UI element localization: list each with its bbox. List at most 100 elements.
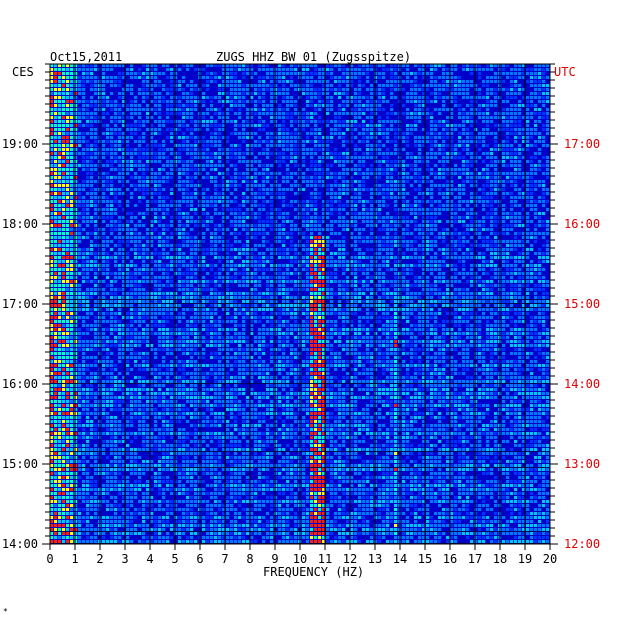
spectrogram-cell xyxy=(386,196,390,199)
spectrogram-cell xyxy=(434,100,438,103)
spectrogram-cell xyxy=(390,152,394,155)
spectrogram-cell xyxy=(458,236,462,239)
spectrogram-cell xyxy=(430,248,434,251)
spectrogram-cell xyxy=(74,160,78,163)
spectrogram-cell xyxy=(142,256,146,259)
spectrogram-cell xyxy=(378,120,382,123)
spectrogram-cell xyxy=(66,64,70,67)
spectrogram-cell xyxy=(82,112,86,115)
spectrogram-cell xyxy=(202,112,206,115)
spectrogram-cell xyxy=(514,136,518,139)
spectrogram-cell xyxy=(546,244,550,247)
spectrogram-cell xyxy=(462,116,466,119)
spectrogram-cell xyxy=(310,120,314,123)
spectrogram-cell xyxy=(210,116,214,119)
spectrogram-cell xyxy=(222,268,226,271)
spectrogram-cell xyxy=(174,260,178,263)
spectrogram-cell xyxy=(278,272,282,275)
spectrogram-cell xyxy=(370,64,374,67)
spectrogram-cell xyxy=(546,164,550,167)
spectrogram-cell xyxy=(414,200,418,203)
spectrogram-cell xyxy=(438,136,442,139)
spectrogram-cell xyxy=(202,208,206,211)
spectrogram-cell xyxy=(74,180,78,183)
spectrogram-cell xyxy=(134,96,138,99)
spectrogram-cell xyxy=(350,204,354,207)
spectrogram-cell xyxy=(326,256,330,259)
spectrogram-cell xyxy=(254,236,258,239)
spectrogram-cell xyxy=(542,124,546,127)
spectrogram-cell xyxy=(486,180,490,183)
spectrogram-cell xyxy=(518,176,522,179)
spectrogram-cell xyxy=(518,108,522,111)
spectrogram-cell xyxy=(406,96,410,99)
spectrogram-cell xyxy=(310,252,314,255)
spectrogram-cell xyxy=(262,76,266,79)
spectrogram-cell xyxy=(170,80,174,83)
spectrogram-cell xyxy=(254,260,258,263)
spectrogram-cell xyxy=(178,220,182,223)
spectrogram-cell xyxy=(214,80,218,83)
spectrogram-cell xyxy=(402,112,406,115)
spectrogram-cell xyxy=(242,176,246,179)
spectrogram-cell xyxy=(386,136,390,139)
spectrogram-cell xyxy=(262,236,266,239)
spectrogram-cell xyxy=(150,224,154,227)
spectrogram-cell xyxy=(390,244,394,247)
spectrogram-cell xyxy=(114,124,118,127)
spectrogram-cell xyxy=(254,248,258,251)
spectrogram-cell xyxy=(306,264,310,267)
spectrogram-cell xyxy=(174,248,178,251)
spectrogram-cell xyxy=(370,156,374,159)
spectrogram-cell xyxy=(250,272,254,275)
spectrogram-cell xyxy=(462,264,466,267)
spectrogram-cell xyxy=(270,228,274,231)
spectrogram-cell xyxy=(286,136,290,139)
spectrogram-cell xyxy=(202,188,206,191)
spectrogram-cell xyxy=(538,116,542,119)
spectrogram-cell xyxy=(82,64,86,67)
spectrogram-cell xyxy=(450,232,454,235)
spectrogram-cell xyxy=(274,180,278,183)
spectrogram-cell xyxy=(134,140,138,143)
spectrogram-cell xyxy=(438,168,442,171)
spectrogram-cell xyxy=(90,84,94,87)
spectrogram-cell xyxy=(262,176,266,179)
spectrogram-cell xyxy=(246,160,250,163)
spectrogram-cell xyxy=(226,168,230,171)
spectrogram-cell xyxy=(50,260,54,263)
spectrogram-cell xyxy=(218,100,222,103)
spectrogram-cell xyxy=(50,184,54,187)
spectrogram-cell xyxy=(262,184,266,187)
spectrogram-cell xyxy=(310,248,314,251)
spectrogram-cell xyxy=(386,148,390,151)
spectrogram-cell xyxy=(274,268,278,271)
spectrogram-cell xyxy=(274,236,278,239)
spectrogram-cell xyxy=(218,240,222,243)
spectrogram-cell xyxy=(310,156,314,159)
spectrogram-cell xyxy=(118,108,122,111)
spectrogram-cell xyxy=(282,132,286,135)
spectrogram-cell xyxy=(154,160,158,163)
spectrogram-cell xyxy=(246,252,250,255)
spectrogram-cell xyxy=(126,220,130,223)
spectrogram-cell xyxy=(310,116,314,119)
spectrogram-cell xyxy=(170,172,174,175)
spectrogram-cell xyxy=(58,256,62,259)
spectrogram-cell xyxy=(250,100,254,103)
spectrogram-cell xyxy=(202,256,206,259)
spectrogram-cell xyxy=(474,224,478,227)
spectrogram-cell xyxy=(370,100,374,103)
spectrogram-cell xyxy=(342,156,346,159)
spectrogram-cell xyxy=(526,176,530,179)
spectrogram-cell xyxy=(158,200,162,203)
spectrogram-cell xyxy=(138,124,142,127)
spectrogram-cell xyxy=(66,180,70,183)
spectrogram-cell xyxy=(362,172,366,175)
spectrogram-cell xyxy=(134,248,138,251)
spectrogram-cell xyxy=(258,228,262,231)
spectrogram-cell xyxy=(526,204,530,207)
spectrogram-cell xyxy=(506,144,510,147)
spectrogram-cell xyxy=(86,180,90,183)
spectrogram-cell xyxy=(414,176,418,179)
